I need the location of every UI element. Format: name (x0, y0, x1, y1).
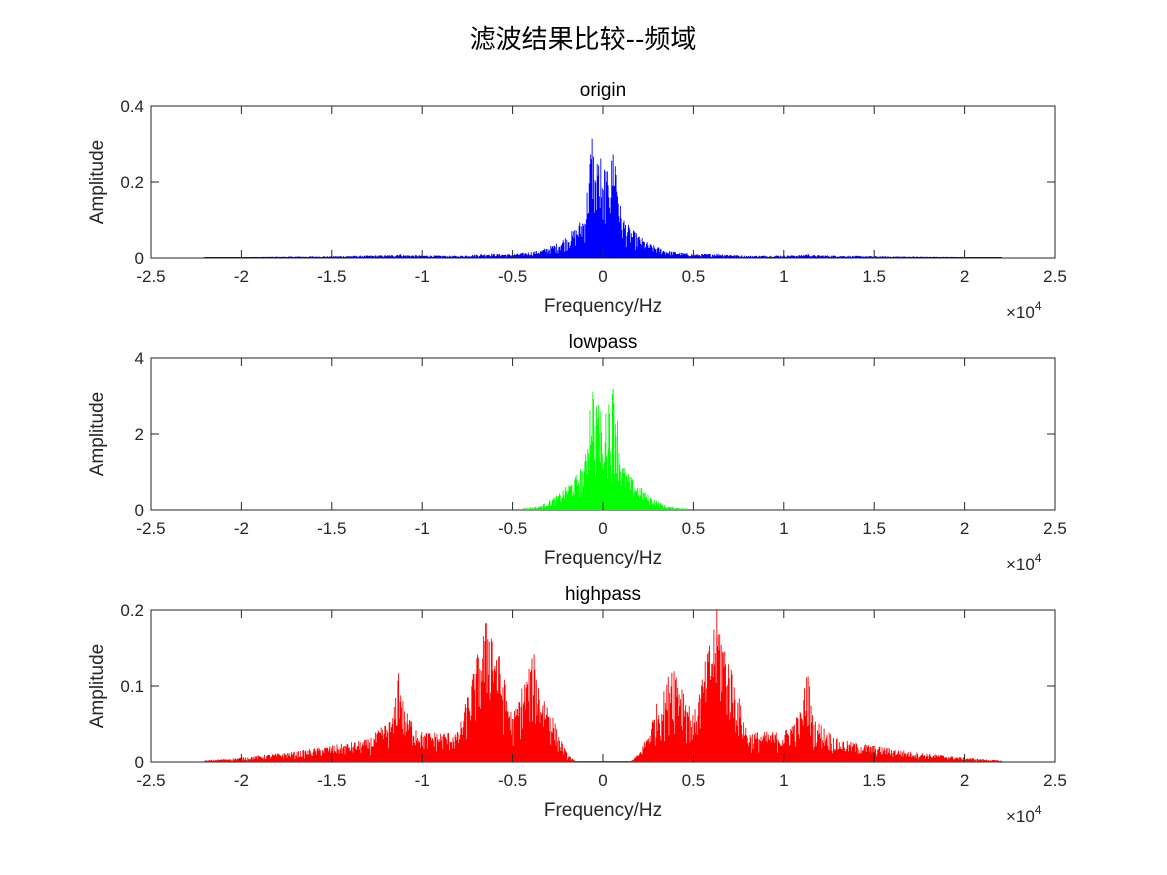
x-tick-label: 0.5 (682, 519, 706, 538)
y-tick-label: 2 (135, 425, 144, 444)
x-tick-label: 1 (779, 771, 788, 790)
x-tick-label: 2.5 (1043, 771, 1067, 790)
y-axis-label: Amplitude (87, 392, 108, 477)
x-tick-label: -1.5 (317, 771, 346, 790)
panel-highpass: -2.5 -2 -1.5 -1 -0.5 0 0.5 1 1.5 2 2.5 0 0.1 0.2 highp… (87, 584, 1067, 826)
x-tick-label: -1.5 (317, 519, 346, 538)
x-tick-label: 2 (960, 519, 969, 538)
x-tick-label: -2 (234, 771, 249, 790)
panel-lowpass: -2.5 -2 -1.5 -1 -0.5 0 0.5 1 1.5 2 2.5 0 2 4 lowpass Fr… (87, 332, 1067, 574)
x-tick-label: 1 (779, 519, 788, 538)
x-tick-label: -2 (234, 267, 249, 286)
x-tick-label: 2 (960, 771, 969, 790)
y-tick-label: 0.2 (120, 173, 144, 192)
figure-title: 滤波结果比较--频域 (470, 25, 697, 55)
x-tick-label: 0.5 (682, 267, 706, 286)
x-tick-label: -0.5 (498, 519, 527, 538)
panel-title: lowpass (569, 332, 638, 353)
y-tick-label: 4 (135, 349, 144, 368)
y-tick-label: 0.2 (120, 601, 144, 620)
x-tick-label: 2 (960, 267, 969, 286)
panel-title: highpass (565, 584, 641, 605)
x-axis-multiplier: ×104 (1006, 551, 1042, 574)
x-tick-label: -2.5 (136, 519, 165, 538)
x-tick-label: 0 (598, 267, 607, 286)
x-axis-label: Frequency/Hz (544, 548, 662, 569)
x-tick-label: 1 (779, 267, 788, 286)
x-tick-label: -2 (234, 519, 249, 538)
y-tick-label: 0.1 (120, 677, 144, 696)
axes-box (150, 609, 1056, 763)
x-tick-label: 0.5 (682, 771, 706, 790)
x-tick-label: -0.5 (498, 267, 527, 286)
panel-origin: -2.5 -2 -1.5 -1 -0.5 0 0.5 1 1.5 2 2.5 0 0.2 0.4 origi… (87, 80, 1067, 322)
x-tick-label: -1 (415, 267, 430, 286)
y-tick-label: 0.4 (120, 97, 144, 116)
x-axis-label: Frequency/Hz (544, 800, 662, 821)
y-tick-label: 0 (135, 753, 144, 772)
x-tick-label: -1 (415, 771, 430, 790)
y-tick-label: 0 (135, 249, 144, 268)
x-tick-label: 1.5 (862, 771, 886, 790)
y-axis-label: Amplitude (87, 140, 108, 225)
x-tick-label: 2.5 (1043, 267, 1067, 286)
x-tick-label: -2.5 (136, 771, 165, 790)
x-tick-label: 0 (598, 519, 607, 538)
x-axis-label: Frequency/Hz (544, 296, 662, 317)
x-axis-multiplier: ×104 (1006, 803, 1042, 826)
x-tick-label: -0.5 (498, 771, 527, 790)
x-tick-label: -1 (415, 519, 430, 538)
x-tick-label: -1.5 (317, 267, 346, 286)
y-axis-label: Amplitude (87, 644, 108, 729)
y-tick-label: 0 (135, 501, 144, 520)
panel-title: origin (580, 80, 626, 101)
x-axis-multiplier: ×104 (1006, 299, 1042, 322)
x-tick-label: -2.5 (136, 267, 165, 286)
x-tick-label: 1.5 (862, 519, 886, 538)
x-tick-label: 0 (598, 771, 607, 790)
x-tick-label: 2.5 (1043, 519, 1067, 538)
x-tick-label: 1.5 (862, 267, 886, 286)
